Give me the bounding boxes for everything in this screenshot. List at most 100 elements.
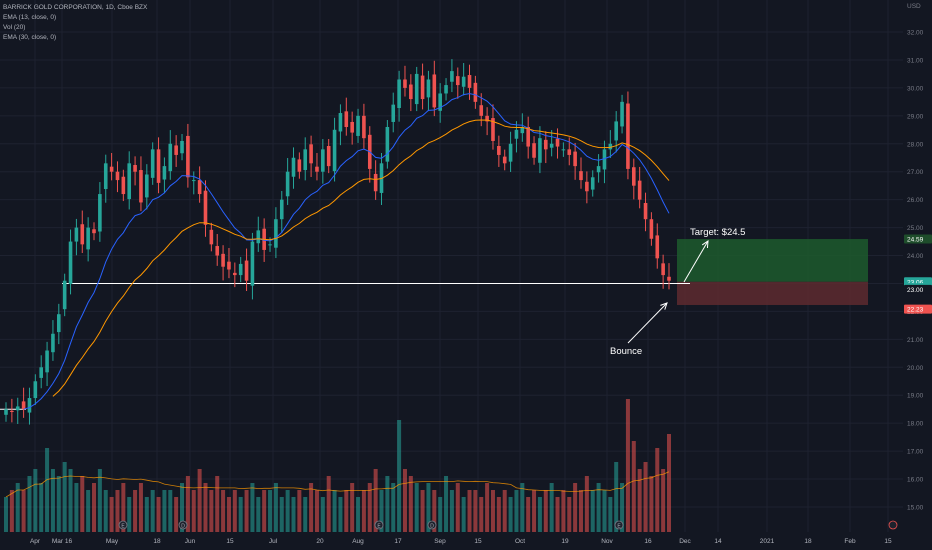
volume-bar	[56, 476, 61, 532]
candle-body	[362, 115, 366, 139]
volume-bar	[338, 497, 343, 532]
stop-zone[interactable]	[677, 281, 868, 305]
candle-body	[180, 140, 184, 154]
candle-body	[350, 121, 354, 133]
x-tick-label: Oct	[515, 538, 525, 545]
y-tick-label: 16.00	[907, 477, 924, 484]
x-tick-label: 18	[153, 538, 161, 545]
candle-body	[256, 230, 261, 244]
candle-body	[661, 263, 665, 276]
support-price-label-bg	[904, 284, 932, 294]
candle-body	[297, 159, 302, 172]
volume-bar	[467, 490, 472, 532]
volume-bar	[80, 476, 85, 532]
candle-body	[209, 229, 214, 245]
x-tick-label: 19	[561, 538, 569, 545]
target-zone[interactable]	[677, 239, 868, 282]
volume-bar	[379, 490, 384, 532]
x-tick-label: 16	[644, 538, 652, 545]
time-axis[interactable]: Apr Mar 16 May 18 Jun 15 Jul 20 Aug 17 Sep 15 Oct 19 N…	[30, 538, 892, 545]
event-marker[interactable]	[374, 520, 384, 530]
volume-bar	[168, 490, 173, 532]
candle-body	[74, 227, 79, 242]
chart-grid	[0, 0, 903, 532]
volume-bar	[21, 490, 26, 532]
event-marker[interactable]	[427, 520, 437, 530]
event-marker[interactable]	[178, 520, 188, 530]
candle-body	[197, 180, 202, 195]
future-event-marker[interactable]	[888, 520, 898, 530]
volume-bar	[162, 490, 167, 532]
volume-bar	[326, 476, 331, 532]
volume-bar	[226, 497, 231, 532]
candle-body	[596, 166, 601, 173]
candle-body	[221, 253, 225, 267]
candle-body	[608, 143, 613, 150]
volume-bar	[74, 483, 79, 532]
y-tick-label: 32.00	[907, 30, 924, 37]
volume-bar	[444, 476, 449, 532]
bounce-arrow-head	[660, 302, 668, 310]
volume-bar	[520, 483, 525, 532]
volume-bar	[490, 490, 495, 532]
candle-body	[508, 143, 513, 162]
volume-bar	[121, 483, 126, 532]
x-tick-label: Dec	[679, 538, 691, 545]
candle-body	[344, 111, 349, 127]
volume-bar	[391, 483, 396, 532]
candle-body	[590, 177, 595, 190]
candle-body	[414, 73, 419, 105]
y-tick-label: 26.00	[907, 197, 924, 204]
volume-bar	[373, 469, 378, 532]
volume-bar	[402, 469, 407, 532]
candle-body	[426, 79, 431, 98]
volume-bar	[508, 497, 513, 532]
candle-body	[467, 75, 472, 88]
candle-body	[620, 101, 624, 127]
candle-body	[585, 181, 589, 192]
volume-bar	[608, 497, 613, 532]
candle-body	[4, 409, 8, 415]
x-tick-label: Mar 16	[52, 538, 73, 545]
candle-body	[373, 173, 378, 192]
candle-body	[332, 129, 337, 172]
volume-bar	[191, 490, 196, 532]
candle-body	[268, 244, 272, 246]
volume-bar	[297, 490, 302, 532]
event-marker[interactable]	[614, 520, 624, 530]
event-marker-label: E	[121, 524, 125, 530]
candle-body	[438, 93, 442, 111]
volume-bar	[420, 490, 425, 532]
event-marker-label: E	[377, 524, 381, 530]
y-tick-label: 19.00	[907, 393, 924, 400]
volume-bar	[578, 490, 583, 532]
candle-body	[538, 138, 542, 163]
candle-body	[115, 171, 120, 181]
volume-bar	[109, 497, 114, 532]
price-axis[interactable]: 15.0016.0017.0018.0019.0020.0021.0022.00…	[904, 3, 932, 512]
y-tick-label: 31.00	[907, 57, 924, 64]
x-tick-label: Apr	[30, 538, 41, 545]
chart-title: BARRICK GOLD CORPORATION, 1D, Cboe BZX	[3, 4, 148, 11]
last-price-label: 23.06	[907, 279, 924, 286]
event-marker[interactable]	[118, 520, 128, 530]
volume-bar	[584, 476, 589, 532]
x-tick-label: Nov	[601, 538, 613, 545]
volume-bar	[479, 497, 484, 532]
candle-body	[543, 139, 548, 150]
volume-bar	[631, 441, 636, 532]
long-position-tool[interactable]	[677, 239, 868, 305]
candle-body	[409, 84, 413, 100]
candle-body	[491, 118, 495, 141]
volume-bar	[350, 483, 355, 532]
volume-bar	[661, 469, 666, 532]
x-tick-label: 15	[474, 538, 482, 545]
volume-bar	[127, 497, 132, 532]
candle-body	[520, 127, 525, 134]
candle-body	[420, 75, 425, 100]
candle-body	[637, 180, 642, 200]
candle-body	[555, 138, 560, 147]
stop-price-label: 22.23	[907, 307, 924, 314]
volume-bar	[320, 497, 325, 532]
